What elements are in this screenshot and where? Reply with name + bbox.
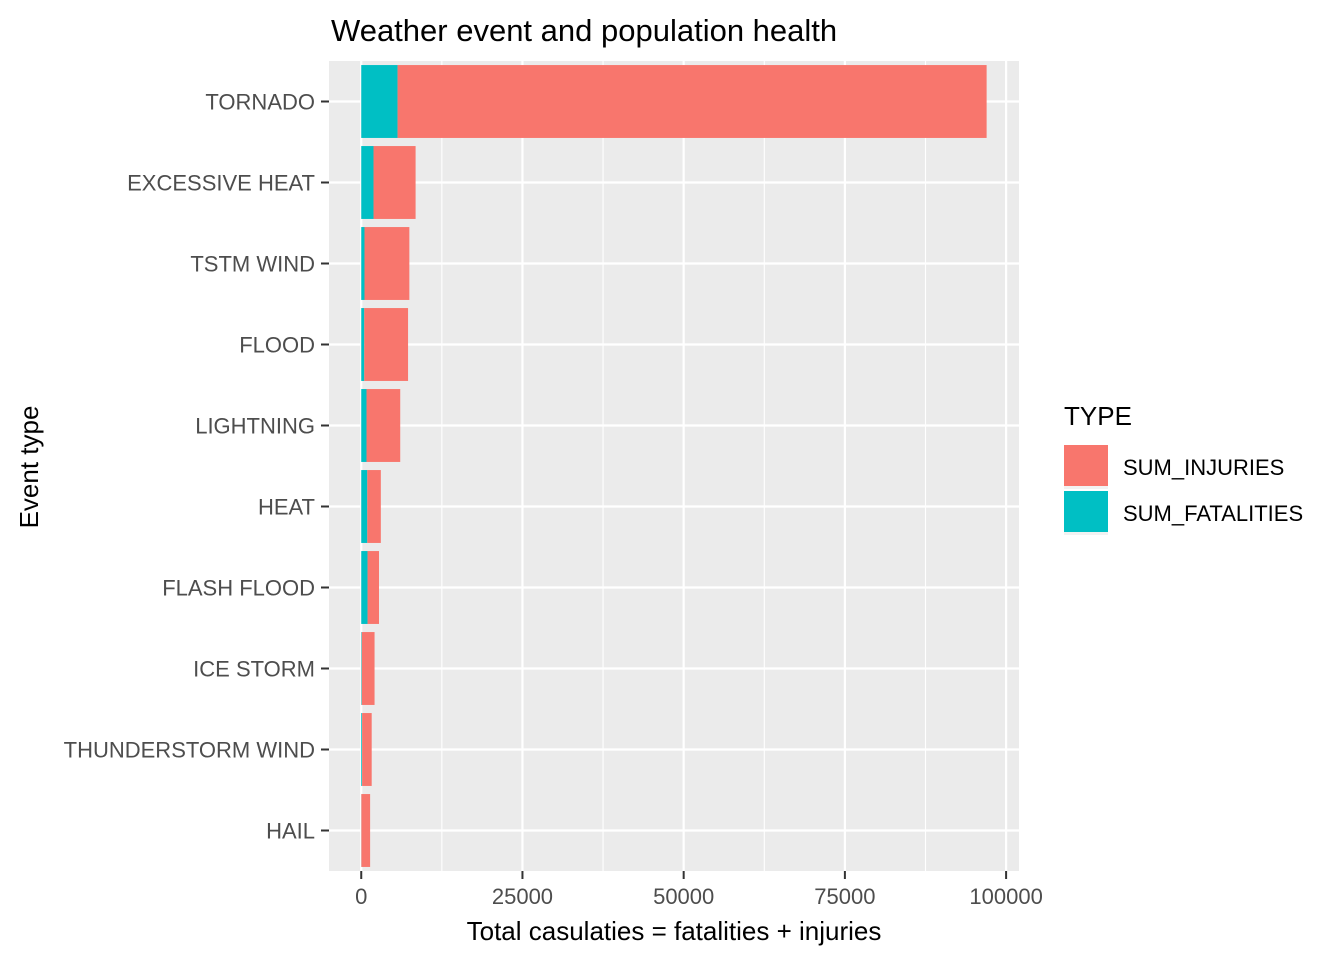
x-tick-label: 25000 — [492, 884, 553, 909]
bar-fatalities — [361, 146, 374, 219]
x-tick-label: 100000 — [969, 884, 1042, 909]
legend-label: SUM_INJURIES — [1123, 455, 1284, 480]
chart-title: Weather event and population health — [331, 13, 837, 48]
bar-injuries — [397, 65, 987, 138]
legend-swatch — [1064, 445, 1108, 486]
x-tick-label: 75000 — [814, 884, 875, 909]
bar-injuries — [362, 713, 372, 786]
y-tick-label: HEAT — [258, 495, 315, 520]
bar-injuries — [364, 227, 410, 300]
x-axis: 0 25000 50000 75000 100000 — [355, 871, 1043, 909]
y-axis-title: Event type — [14, 406, 44, 529]
bar-injuries — [366, 389, 401, 462]
bar-fatalities — [361, 227, 365, 300]
bar-fatalities — [361, 713, 363, 786]
bar-injuries — [367, 470, 381, 543]
bar-fatalities — [361, 308, 365, 381]
legend: TYPE SUM_INJURIES SUM_FATALITIES — [1064, 401, 1303, 535]
x-axis-title: Total casulaties = fatalities + injuries — [467, 916, 882, 946]
y-tick-label: FLASH FLOOD — [162, 576, 315, 601]
y-tick-label: HAIL — [266, 819, 315, 844]
bar-fatalities — [361, 632, 362, 705]
bar-injuries — [364, 308, 409, 381]
y-tick-label: EXCESSIVE HEAT — [127, 171, 315, 196]
plot-panel — [329, 61, 1019, 871]
y-tick-label: LIGHTNING — [195, 414, 315, 439]
legend-swatch — [1064, 491, 1108, 532]
x-tick-label: 50000 — [653, 884, 714, 909]
bar-injuries — [361, 794, 371, 867]
legend-title: TYPE — [1064, 401, 1132, 431]
x-tick-label: 0 — [355, 884, 367, 909]
bar-injuries — [361, 632, 375, 705]
bar-fatalities — [361, 389, 367, 462]
y-tick-label: THUNDERSTORM WIND — [64, 738, 315, 763]
y-axis: TORNADO EXCESSIVE HEAT TSTM WIND FLOOD LIGHT… — [64, 90, 329, 844]
bar-injuries — [373, 146, 416, 219]
y-tick-label: ICE STORM — [193, 657, 315, 682]
bars — [361, 65, 987, 867]
legend-label: SUM_FATALITIES — [1123, 501, 1303, 526]
y-tick-label: FLOOD — [239, 333, 315, 358]
y-tick-label: TSTM WIND — [190, 252, 315, 277]
bar-injuries — [367, 551, 380, 624]
bar-fatalities — [361, 551, 368, 624]
bar-fatalities — [361, 470, 368, 543]
y-tick-label: TORNADO — [205, 90, 315, 115]
bar-fatalities — [361, 65, 398, 138]
